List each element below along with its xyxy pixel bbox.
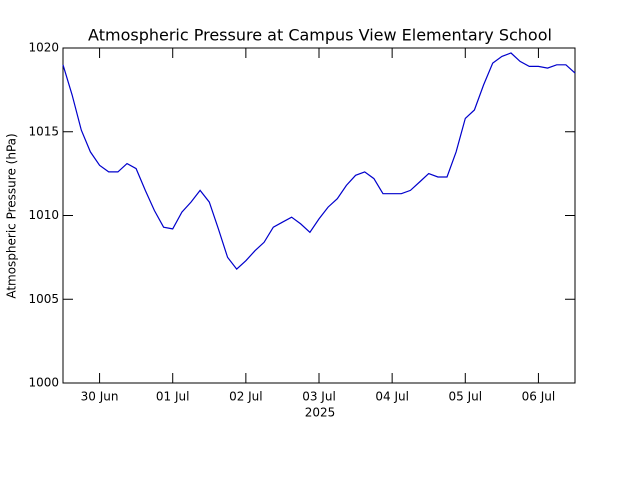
x-tick-label: 03 Jul	[302, 390, 336, 404]
x-tick-label: 06 Jul	[522, 390, 556, 404]
y-tick-label: 1020	[28, 41, 59, 55]
y-tick-label: 1005	[28, 292, 59, 306]
x-tick-label: 01 Jul	[156, 390, 190, 404]
x-axis-label: 2025	[305, 406, 336, 420]
pressure-line	[62, 52, 576, 270]
x-tick-label: 02 Jul	[229, 390, 263, 404]
chart-title: Atmospheric Pressure at Campus View Elem…	[88, 26, 552, 45]
y-tick-label: 1000	[28, 376, 59, 390]
y-tick-label: 1010	[28, 208, 59, 222]
y-tick-label: 1015	[28, 124, 59, 138]
y-axis-label: Atmospheric Pressure (hPa)	[5, 133, 19, 298]
plot-frame	[62, 47, 576, 384]
x-tick-label: 04 Jul	[375, 390, 409, 404]
x-tick-label: 05 Jul	[449, 390, 483, 404]
x-tick-label: 30 Jun	[81, 390, 119, 404]
